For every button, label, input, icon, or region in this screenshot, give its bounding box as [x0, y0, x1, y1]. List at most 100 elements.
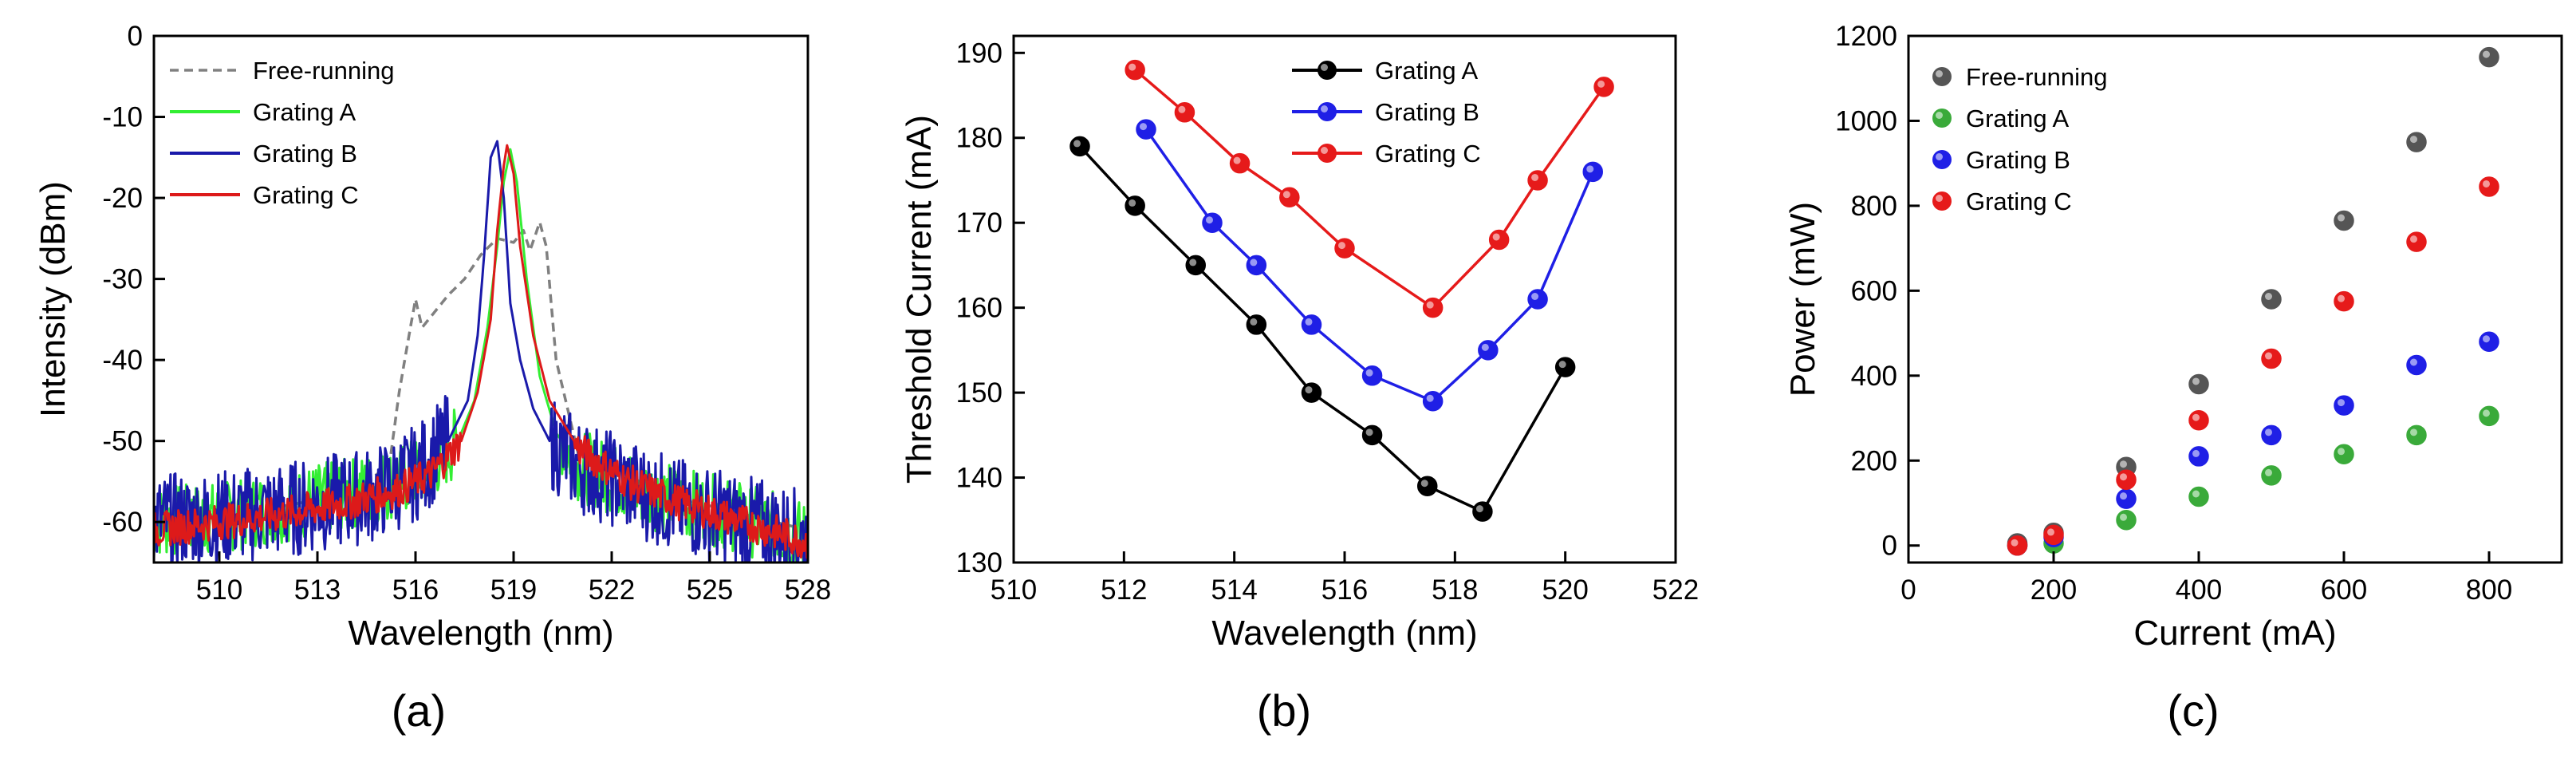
x-tick-label: 0 — [1900, 574, 1916, 606]
x-tick-label: 522 — [589, 574, 635, 606]
y-tick-label: -30 — [102, 264, 143, 295]
series-grating-a-point-highlight — [1073, 140, 1081, 148]
series-grating-c-point-highlight — [2011, 539, 2019, 547]
series-grating-b-point — [2334, 395, 2354, 416]
x-tick-label: 520 — [1542, 574, 1588, 606]
series-free-running-point-highlight — [2338, 214, 2345, 222]
y-tick-label: 0 — [1882, 531, 1897, 562]
series-grating-c-point — [2188, 409, 2209, 431]
series-grating-a-point — [1554, 357, 1576, 377]
series-grating-a-point-highlight — [2410, 428, 2417, 436]
legend-marker-highlight — [1936, 153, 1943, 160]
series-grating-c-point — [2406, 231, 2427, 252]
series-free-running-point-highlight — [2483, 50, 2490, 58]
series-grating-b-point — [1136, 119, 1156, 140]
series-grating-b-point — [2479, 331, 2499, 352]
legend-label: Free-running — [253, 57, 394, 85]
x-axis-title: Current (mA) — [2133, 614, 2336, 653]
legend-marker-highlight — [1936, 195, 1943, 202]
series-grating-a-point-highlight — [1189, 259, 1197, 266]
legend-marker — [1932, 191, 1952, 211]
series-grating-c-point-highlight — [1338, 242, 1345, 250]
x-tick-label: 519 — [490, 574, 537, 606]
legend: Grating A Grating B Grating C — [1292, 57, 1481, 168]
series-grating-b-point — [1202, 212, 1223, 233]
legend-label: Free-running — [1966, 63, 2107, 91]
series-free-running-point-highlight — [2192, 377, 2200, 385]
y-tick-label: 130 — [956, 547, 1002, 578]
y-tick-label: 190 — [956, 38, 1002, 69]
legend-marker-highlight — [1321, 105, 1328, 113]
legend-label: Grating B — [253, 140, 357, 168]
legend-label: Grating A — [1375, 57, 1479, 85]
series-grating-b-point — [1478, 340, 1499, 361]
series-grating-a-point — [2334, 444, 2354, 465]
legend-marker — [1318, 102, 1337, 121]
series-grating-b-point — [1361, 365, 1383, 386]
legend-entry-grating-b: Grating B — [1292, 98, 1479, 126]
series-grating-b-point-highlight — [2265, 428, 2272, 436]
series-grating-c-point — [1125, 59, 1145, 81]
legend-entry-grating-a: Grating A — [1932, 105, 2070, 132]
y-tick-label: -50 — [102, 426, 143, 457]
y-axis-title: Intensity (dBm) — [33, 181, 73, 417]
legend-entry-grating-c: Grating C — [1292, 140, 1481, 168]
legend-marker-highlight — [1321, 147, 1328, 154]
y-tick-label: 600 — [1851, 275, 1897, 306]
series-grating-b-point-highlight — [1481, 343, 1489, 351]
y-tick-label: 150 — [956, 377, 1002, 409]
chart-panel-c: 0 200 400 600 800 0 200 400 600 800 1000 1200 Curren… — [1783, 21, 2563, 736]
plot-area — [154, 140, 808, 563]
legend-entry-free-running: Free-running — [1932, 63, 2107, 91]
x-tick-label: 525 — [687, 574, 733, 606]
series-grating-a-point — [1301, 382, 1322, 403]
x-tick-label: 522 — [1652, 574, 1699, 606]
y-tick-label: 1000 — [1835, 105, 1897, 136]
series-grating-b-point — [1422, 390, 1444, 412]
legend: Free-running Grating A Grating B Grating C — [170, 57, 394, 209]
series-grating-a-point-highlight — [1475, 505, 1483, 513]
series-grating-a-point-highlight — [1558, 361, 1566, 369]
x-tick-label: 510 — [196, 574, 242, 606]
series-grating-c-point — [1174, 102, 1195, 123]
y-tick-label: 140 — [956, 463, 1002, 494]
series-grating-c-point-highlight — [1531, 173, 1539, 181]
series-grating-c-point — [2007, 535, 2028, 556]
series-grating-c-line — [154, 144, 808, 559]
y-tick-label: -20 — [102, 183, 143, 214]
series-grating-a-point-highlight — [2338, 448, 2345, 456]
series-grating-b-point-highlight — [1531, 293, 1539, 300]
panel-label: (b) — [1257, 685, 1311, 736]
series-grating-b-point — [2188, 446, 2209, 467]
series-grating-c-point-highlight — [2192, 413, 2200, 421]
series-grating-a-point-highlight — [2265, 468, 2272, 476]
legend-entry-grating-a: Grating A — [170, 98, 356, 126]
series-grating-b-point-highlight — [2410, 358, 2417, 366]
series-grating-c-point-highlight — [2265, 352, 2272, 360]
plot-area — [2007, 46, 2499, 556]
series-grating-a-point — [2116, 510, 2137, 531]
x-tick-label: 514 — [1211, 574, 1257, 606]
series-grating-a-point — [2188, 486, 2209, 507]
series-grating-c-point — [2261, 348, 2282, 369]
x-tick-label: 512 — [1101, 574, 1147, 606]
legend-label: Grating C — [1966, 188, 2072, 215]
series-grating-c-point-highlight — [2120, 473, 2127, 481]
series-grating-a-point — [1069, 136, 1090, 157]
series-grating-a-point — [1246, 314, 1267, 335]
series-grating-c-point — [1422, 297, 1444, 318]
x-axis-title: Wavelength (nm) — [348, 614, 613, 653]
series-grating-a-point — [2261, 465, 2282, 486]
legend-marker-highlight — [1936, 112, 1943, 119]
series-grating-a-point-highlight — [1305, 386, 1313, 394]
series-grating-c-point — [1229, 152, 1251, 174]
legend-marker — [1318, 61, 1337, 80]
series-grating-b-point-highlight — [2483, 335, 2490, 343]
y-tick-label: 160 — [956, 293, 1002, 324]
series-grating-c-point — [2043, 524, 2064, 546]
series-grating-b-point-highlight — [1365, 369, 1373, 377]
x-tick-label: 400 — [2176, 574, 2222, 606]
series-grating-c-point — [1334, 238, 1355, 259]
series-grating-b-point-highlight — [1305, 318, 1313, 326]
x-tick-label: 516 — [1321, 574, 1368, 606]
